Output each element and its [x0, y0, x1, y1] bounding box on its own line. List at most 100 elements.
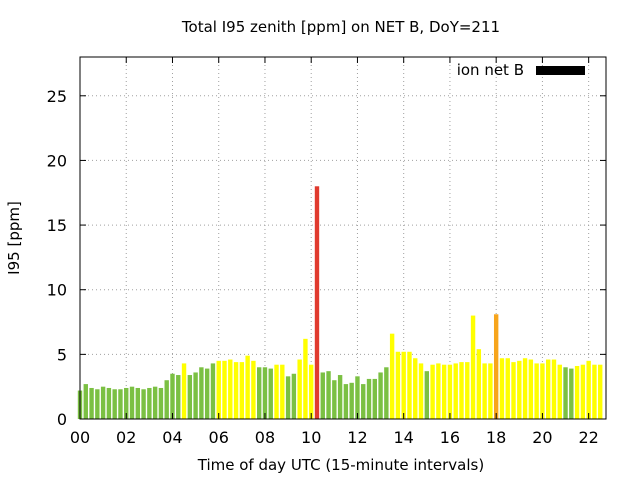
y-tick-label: 0	[57, 410, 67, 429]
bar	[141, 389, 146, 419]
bar	[517, 360, 522, 419]
bar	[245, 355, 250, 419]
bar	[447, 364, 453, 419]
bar	[297, 359, 302, 419]
x-tick-label: 12	[347, 428, 367, 447]
y-tick-labels: 0 5 10 15 20 25	[47, 87, 67, 429]
bar	[580, 364, 586, 419]
x-tick-label: 04	[162, 428, 182, 447]
bar	[470, 315, 476, 419]
bar	[574, 365, 580, 419]
x-tick-label: 22	[578, 428, 598, 447]
bar	[395, 351, 401, 419]
y-tick-label: 10	[47, 281, 67, 300]
x-tick-label: 02	[116, 428, 136, 447]
bar	[285, 376, 291, 419]
bar	[424, 371, 430, 419]
x-tick-label: 14	[394, 428, 414, 447]
y-tick-label: 20	[47, 151, 67, 170]
bar	[563, 367, 568, 419]
y-tick-label: 5	[57, 345, 67, 364]
bar	[511, 362, 516, 419]
bar	[488, 363, 493, 419]
x-tick-labels: 00 02 04 06 08 10 12 14 16 18 20 22	[70, 428, 599, 447]
bar	[89, 387, 94, 419]
x-tick-label: 00	[70, 428, 90, 447]
x-axis-label: Time of day UTC (15-minute intervals)	[197, 456, 484, 474]
bar	[216, 360, 221, 419]
bar	[274, 364, 279, 419]
bar	[314, 186, 320, 419]
x-tick-label: 16	[440, 428, 460, 447]
bar	[540, 363, 545, 419]
bar	[112, 389, 117, 419]
bar	[384, 367, 389, 419]
bar	[401, 351, 406, 419]
bar	[239, 362, 245, 419]
bar	[291, 373, 297, 419]
bar	[268, 368, 273, 419]
bar	[465, 362, 470, 419]
y-tick-label: 15	[47, 216, 67, 235]
bar	[569, 368, 574, 419]
bar	[176, 375, 181, 419]
bar	[522, 358, 528, 419]
bar	[152, 386, 158, 419]
bar	[378, 372, 383, 419]
bar	[326, 371, 331, 419]
bar	[592, 364, 597, 419]
bar	[551, 359, 557, 419]
bar	[441, 364, 447, 419]
bar	[262, 367, 268, 419]
bar	[280, 364, 285, 419]
legend-swatch	[536, 66, 585, 75]
bar	[349, 382, 354, 419]
bar	[118, 389, 123, 419]
bar	[158, 387, 164, 419]
chart-title: Total I95 zenith [ppm] on NET B, DoY=211	[181, 18, 500, 36]
bar	[372, 378, 377, 419]
y-tick-label: 25	[47, 87, 67, 106]
bar	[413, 358, 418, 419]
y-axis-label: I95 [ppm]	[5, 201, 23, 275]
bar	[418, 363, 424, 419]
x-tick-label: 06	[209, 428, 229, 447]
bar	[482, 363, 487, 419]
bar	[598, 364, 603, 419]
bar	[256, 367, 262, 419]
bar	[557, 364, 562, 419]
bar	[147, 387, 152, 419]
bar	[505, 358, 510, 419]
bar	[228, 359, 233, 419]
bar	[499, 358, 505, 419]
axis-ticks	[79, 57, 606, 420]
bar	[459, 362, 464, 419]
bar	[129, 386, 135, 419]
bar	[407, 351, 412, 419]
bar	[170, 373, 175, 419]
bar	[199, 367, 204, 419]
bar	[546, 359, 551, 419]
bar	[135, 387, 140, 419]
legend: ion net B	[457, 61, 585, 79]
bar	[332, 380, 337, 419]
bar	[193, 372, 198, 419]
legend-label: ion net B	[457, 61, 524, 79]
bar	[493, 314, 499, 419]
bar	[337, 375, 343, 419]
bar	[164, 380, 169, 419]
bar	[343, 384, 349, 419]
bar	[210, 363, 216, 419]
x-tick-label: 20	[532, 428, 552, 447]
bar	[233, 362, 239, 419]
plot-border	[79, 56, 607, 420]
bar	[430, 364, 435, 419]
bar	[436, 363, 441, 419]
bar	[222, 360, 227, 419]
bar	[309, 364, 314, 419]
bar	[303, 338, 308, 419]
bar	[586, 360, 591, 419]
bar	[320, 372, 325, 419]
bar	[355, 376, 360, 419]
